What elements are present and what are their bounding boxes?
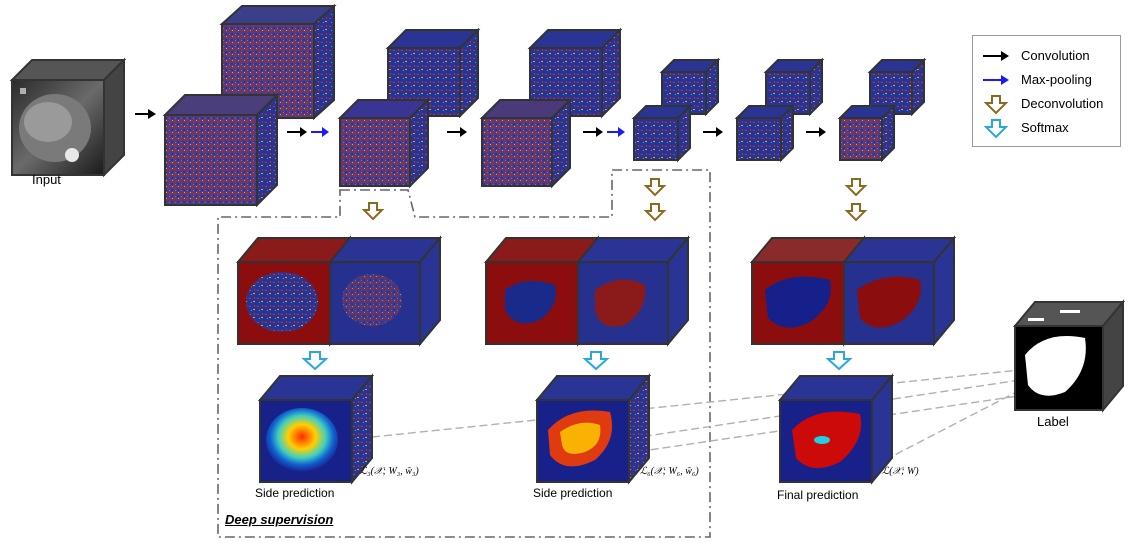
final-prediction-label: Final prediction [777,488,859,502]
feature-cube-stage1-front [162,92,280,208]
input-label: Input [32,172,61,187]
legend-item-convolution: Convolution [973,46,1122,66]
legend-label: Softmax [1021,120,1069,135]
deconvolution-arrow [361,202,385,221]
black-arrow-icon [983,51,1009,61]
deconvolution-arrow [844,178,868,197]
side-prediction-label-1: Side prediction [255,486,335,500]
max-pooling-arrow [311,127,329,137]
convolution-arrow [806,127,826,137]
feature-cube-stage4-front [631,103,693,163]
brown-hollow-down-arrow-icon [983,95,1009,114]
deconvolution-arrow [643,203,667,222]
feature-cube-stage6-front [837,103,897,163]
legend-label: Convolution [1021,48,1090,63]
deconv-cube-final-a [749,235,867,347]
label-label: Label [1037,414,1069,429]
legend-label: Deconvolution [1021,96,1104,111]
max-pooling-arrow [607,127,625,137]
deconvolution-arrow [643,178,667,197]
final-prediction-cube [777,373,895,485]
feature-cube-stage5-front [734,103,796,163]
legend-item-deconvolution: Deconvolution [973,94,1122,114]
loss-6-formula: ℒ₆(𝒳; W₆, ŵ₆) [640,466,699,477]
convolution-arrow [703,127,723,137]
loss-final-formula: ℒ(𝒳; W) [882,466,919,477]
side-prediction-cube-1 [257,373,375,485]
legend: Convolution Max-pooling Deconvolution So… [972,35,1121,147]
deep-supervision-boundary [217,169,711,538]
cyan-hollow-down-arrow-icon [983,119,1009,138]
input-cube [9,57,127,178]
blue-arrow-icon [983,75,1009,85]
label-cube [1012,299,1126,413]
softmax-arrow [582,351,610,371]
softmax-arrow [825,351,853,371]
legend-item-max-pooling: Max-pooling [973,70,1122,90]
convolution-arrow [447,127,467,137]
legend-item-softmax: Softmax [973,118,1122,138]
deconv-cube-3b [327,235,443,347]
feature-cube-stage3-front [479,97,573,189]
softmax-arrow [301,351,329,371]
deconv-cube-6b [575,235,691,347]
side-prediction-label-2: Side prediction [533,486,613,500]
feature-cube-stage5-back [763,57,825,117]
deconvolution-arrow [844,203,868,222]
legend-label: Max-pooling [1021,72,1092,87]
convolution-arrow [135,109,156,119]
convolution-arrow [287,127,307,137]
convolution-arrow [583,127,603,137]
feature-cube-stage2-front [337,97,431,189]
label-connection-lines [371,369,1031,461]
deconv-cube-final-b [841,235,957,347]
side-prediction-cube-2 [534,373,652,485]
loss-3-formula: ℒ₃(𝒳; W₃, ŵ₃) [360,466,419,477]
deep-supervision-label: Deep supervision [225,512,334,527]
